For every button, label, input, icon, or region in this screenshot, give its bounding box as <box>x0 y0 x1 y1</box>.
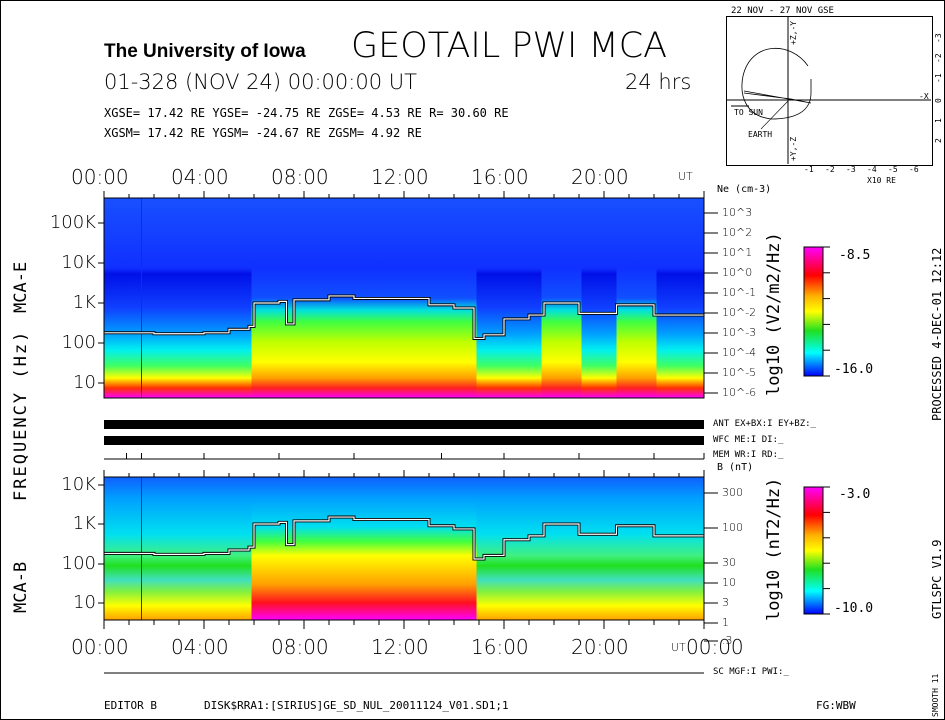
freq-tick-label: 10K <box>61 474 96 495</box>
sc-status: SC MGF:I PWI:_ <box>713 667 789 677</box>
time-label-top: 08:00 <box>271 165 329 189</box>
right-axis-tick-label: 10^-2 <box>722 306 757 319</box>
right-axis-tick-label: 10^-6 <box>722 386 757 399</box>
colorbar-b-min: -10.0 <box>834 601 874 616</box>
right-axis-tick-label: 10^-5 <box>722 366 757 379</box>
right-axis-tick-label: 30 <box>722 556 736 569</box>
freq-tick-label: 10 <box>73 592 96 613</box>
freq-tick-label: 10 <box>73 372 96 393</box>
colorbar-b-label: log10 (nT2/Hz) <box>764 477 784 621</box>
spectrogram-active-region <box>541 198 582 398</box>
time-label-bottom: 04:00 <box>171 635 229 659</box>
colorbar-e-min: -16.0 <box>834 362 874 377</box>
institution: The University of Iowa <box>104 41 306 62</box>
colorbar-b-max: -3.0 <box>839 487 871 502</box>
colorbar <box>803 486 824 615</box>
right-axis-tick-label: 10 <box>722 576 736 589</box>
time-label-bottom: 20:00 <box>571 635 629 659</box>
duration-label: 24 hrs <box>625 70 692 94</box>
antenna-status-bar <box>104 420 704 429</box>
right-axis-tick-label: 10^-3 <box>722 326 757 339</box>
file-label: DISK$RRA1:[SIRIUS]GE_SD_NUL_20011124_V01… <box>204 699 509 712</box>
time-label-top: 12:00 <box>371 165 429 189</box>
time-label-bottom: 00:00 <box>71 635 129 659</box>
orbit-x-tick: -2 <box>825 165 835 174</box>
processed-label: PROCESSED 4-DEC-01 12:12 <box>930 247 944 421</box>
freq-tick-label: 100K <box>49 212 96 233</box>
orbit-x-tick: -5 <box>888 165 898 174</box>
ne-axis-label: Ne (cm-3) <box>717 184 772 195</box>
right-axis-tick-label: 1 <box>722 616 729 629</box>
gsm-coords: XGSM= 17.42 RE YGSM= -24.67 RE ZGSM= 4.9… <box>104 126 422 140</box>
time-label-top: 04:00 <box>171 165 229 189</box>
colorbar <box>803 246 824 377</box>
date-label: 01-328 (NOV 24) 00:00:00 UT <box>104 70 417 94</box>
orbit-plot <box>726 16 933 166</box>
ut-label-top: UT <box>678 170 693 183</box>
orbit-x-tick: -4 <box>867 165 877 174</box>
wfc-status: WFC ME:I DI:_ <box>713 435 784 445</box>
wfc-status-bar <box>104 436 704 445</box>
orbit-xlabel: X10 RE <box>867 176 896 185</box>
instrument-title: GEOTAIL PWI MCA <box>351 26 668 66</box>
right-axis-tick-label: 10^1 <box>722 246 753 259</box>
right-axis-tick-label: 10^3 <box>722 206 753 219</box>
earth-label: EARTH <box>748 130 773 139</box>
right-axis-tick-label: 300 <box>722 486 743 499</box>
orbit-x-tick: -6 <box>909 165 919 174</box>
colorbar-e-max: -8.5 <box>839 248 871 263</box>
panel-b-label: MCA-B <box>11 561 31 613</box>
density-trace <box>104 516 704 560</box>
orbit-x-tick: -1 <box>804 165 814 174</box>
spectrogram-active-region <box>251 477 477 620</box>
time-label-top: 16:00 <box>471 165 529 189</box>
mem-status: MEM WR:I RD:_ <box>713 450 784 460</box>
ut-label-bottom: UT <box>671 641 686 654</box>
freq-tick-label: 10K <box>61 252 96 273</box>
time-label-top: 20:00 <box>571 165 629 189</box>
gse-coords: XGSE= 17.42 RE YGSE= -24.75 RE ZGSE= 4.5… <box>104 106 509 120</box>
time-label-top: 00:00 <box>71 165 129 189</box>
right-axis-tick-label: .3 <box>722 634 733 647</box>
freq-tick-label: 100 <box>61 332 96 353</box>
version-label: GTLSPC V1.9 <box>930 539 944 619</box>
x-axis-label: -X <box>919 92 929 101</box>
b-axis-label: B (nT) <box>717 462 754 473</box>
right-axis-tick-label: 10^0 <box>722 266 753 279</box>
time-label-bottom: 16:00 <box>471 635 529 659</box>
right-axis-tick-label: 10^-4 <box>722 346 757 359</box>
freq-tick-label: 1K <box>72 292 96 313</box>
orbit-title: 22 NOV - 27 NOV GSE <box>731 6 834 16</box>
frequency-axis-label: FREQUENCY (Hz) <box>11 329 31 501</box>
time-label-bottom: 12:00 <box>371 635 429 659</box>
fg-label: FG:WBW <box>816 699 856 712</box>
panel-e-label: MCA-E <box>11 261 31 313</box>
density-trace <box>104 295 704 340</box>
right-axis-tick-label: 100 <box>722 521 743 534</box>
colorbar-e-label: log10 (V2/m2/Hz) <box>764 232 784 396</box>
editor-label: EDITOR B <box>104 699 157 712</box>
right-axis-tick-label: 10^-1 <box>722 286 757 299</box>
right-axis-tick-label: 3 <box>722 596 729 609</box>
to-sun-label: TO SUN <box>734 108 763 117</box>
right-axis-tick-label: 10^2 <box>722 226 753 239</box>
freq-tick-label: 1K <box>72 513 96 534</box>
time-label-bottom: 08:00 <box>271 635 329 659</box>
ant-status: ANT EX+BX:I EY+BZ:_ <box>713 419 816 429</box>
smooth-label: SMOOTH 11 <box>931 673 940 717</box>
spectrogram-active-region <box>616 198 657 398</box>
time-label-end: 00:00 <box>686 635 744 659</box>
orbit-x-tick: -3 <box>846 165 856 174</box>
freq-tick-label: 100 <box>61 553 96 574</box>
